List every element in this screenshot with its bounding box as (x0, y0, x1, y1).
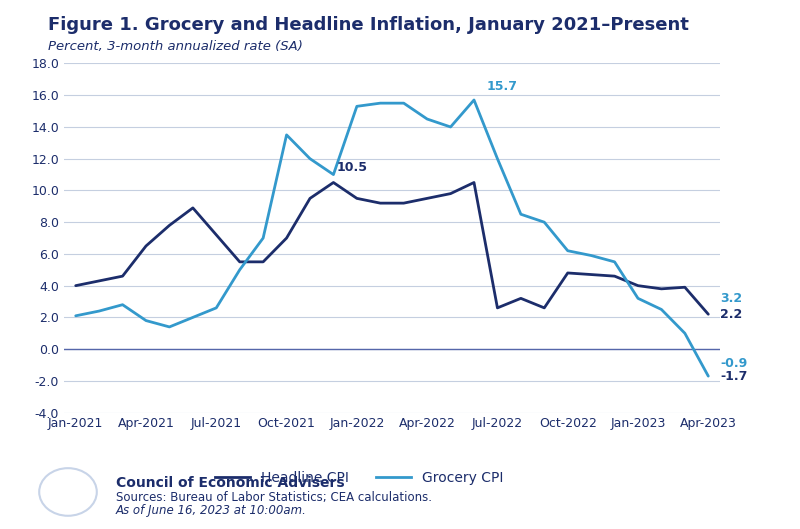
Text: Sources: Bureau of Labor Statistics; CEA calculations.: Sources: Bureau of Labor Statistics; CEA… (116, 491, 432, 504)
Text: -0.9: -0.9 (720, 357, 747, 370)
Text: 10.5: 10.5 (337, 161, 368, 175)
Text: As of June 16, 2023 at 10:00am.: As of June 16, 2023 at 10:00am. (116, 504, 307, 517)
Text: Council of Economic Advisers: Council of Economic Advisers (116, 476, 345, 490)
Text: 2.2: 2.2 (720, 308, 742, 321)
Text: 3.2: 3.2 (720, 292, 742, 305)
Text: Percent, 3-month annualized rate (SA): Percent, 3-month annualized rate (SA) (48, 40, 303, 53)
Text: 15.7: 15.7 (486, 80, 518, 94)
Legend: Headline CPI, Grocery CPI: Headline CPI, Grocery CPI (210, 465, 509, 490)
Text: -1.7: -1.7 (720, 370, 747, 382)
Text: Figure 1. Grocery and Headline Inflation, January 2021–Present: Figure 1. Grocery and Headline Inflation… (48, 16, 689, 34)
